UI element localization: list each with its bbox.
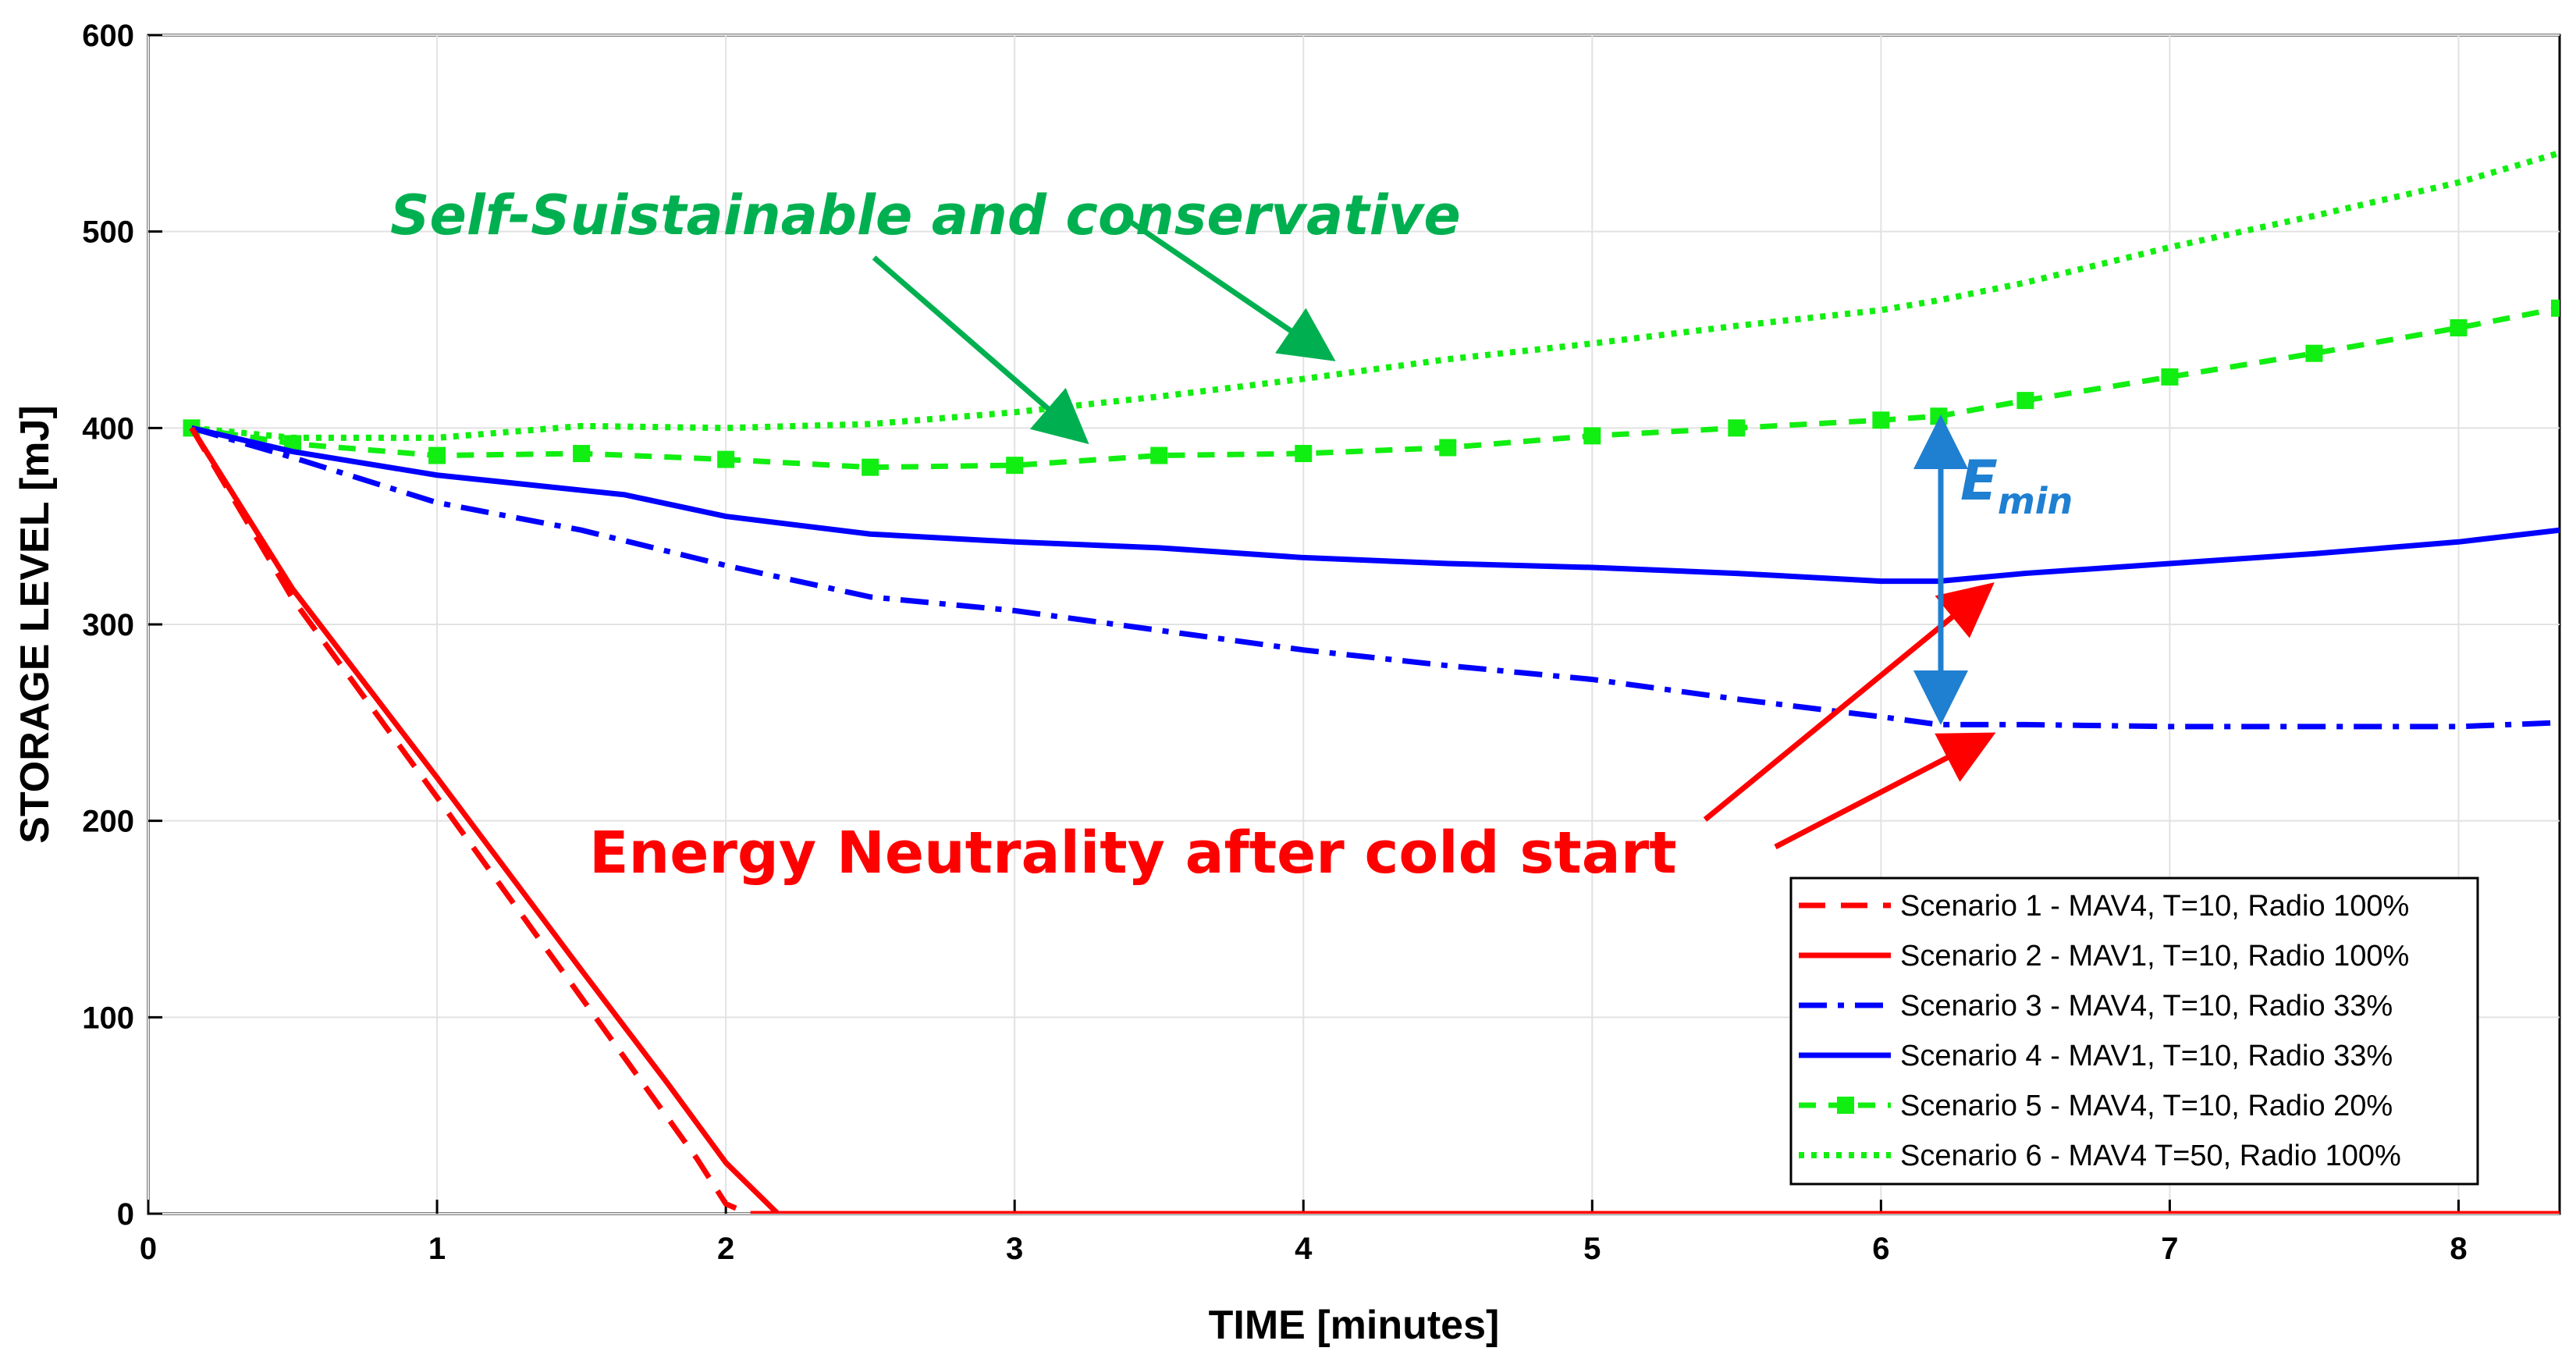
annotation-emin: Emin <box>1913 414 2073 725</box>
legend-label-1: Scenario 1 - MAV4, T=10, Radio 100% <box>1900 890 2409 923</box>
series-5-marker <box>2016 392 2034 410</box>
legend-item-2: Scenario 2 - MAV1, T=10, Radio 100% <box>1799 940 2409 973</box>
series-4-line <box>190 425 2560 585</box>
annotation-emin-text: Emin <box>1960 449 2073 522</box>
series-5-marker <box>1583 427 1601 445</box>
y-tick-label: 600 <box>82 19 134 53</box>
y-axis-label: STORAGE LEVEL [mJ] <box>12 405 58 844</box>
series-5-marker <box>2161 368 2179 386</box>
legend-label-3: Scenario 3 - MAV4, T=10, Radio 33% <box>1900 990 2393 1022</box>
legend-label-2: Scenario 2 - MAV1, T=10, Radio 100% <box>1900 940 2409 973</box>
series-4 <box>190 425 2560 585</box>
x-axis-label: TIME [minutes] <box>1209 1303 1500 1348</box>
series-2 <box>189 426 2560 1214</box>
x-tick-label: 1 <box>428 1232 446 1266</box>
annotation-green-arrow-1 <box>872 255 1089 445</box>
annotation-emin-subscript: min <box>1998 480 2073 522</box>
legend-item-5: Scenario 5 - MAV4, T=10, Radio 20% <box>1799 1090 2393 1122</box>
legend-item-3: Scenario 3 - MAV4, T=10, Radio 33% <box>1799 990 2393 1022</box>
x-tick-label: 2 <box>717 1232 734 1266</box>
series-5-marker <box>1006 457 1024 475</box>
x-tick-label: 0 <box>140 1232 157 1266</box>
series-3-line <box>190 425 2560 730</box>
legend-label-4: Scenario 4 - MAV1, T=10, Radio 33% <box>1900 1040 2393 1072</box>
legend-item-4: Scenario 4 - MAV1, T=10, Radio 33% <box>1799 1040 2393 1072</box>
annotation-green-arrow-2 <box>1130 220 1336 361</box>
y-tick-label: 100 <box>82 1001 134 1035</box>
series-5-marker <box>1439 439 1457 457</box>
annotation-red-arrow-2 <box>1774 732 1996 850</box>
series-5-marker <box>1295 445 1313 463</box>
series-5-marker <box>1872 411 1890 429</box>
y-tick-label: 200 <box>82 805 134 839</box>
x-tick-label: 3 <box>1006 1232 1023 1266</box>
legend-item-6: Scenario 6 - MAV4 T=50, Radio 100% <box>1799 1140 2401 1172</box>
series-5-marker <box>1930 407 1948 425</box>
axis-ticks: 0 1 2 3 4 5 6 7 8 0 100 200 300 400 500 600 <box>82 19 2467 1266</box>
series-5-marker <box>1728 419 1746 437</box>
x-tick-label: 8 <box>2450 1232 2467 1266</box>
series-5-marker <box>862 458 879 476</box>
series-6 <box>191 150 2560 441</box>
series-1-line <box>189 426 2560 1214</box>
series-5-marker <box>573 445 591 463</box>
series-2-line <box>189 426 2560 1214</box>
x-tick-label: 7 <box>2161 1232 2178 1266</box>
annotation-energy-neutrality-text: Energy Neutrality after cold start <box>589 820 1677 887</box>
series-3 <box>190 425 2560 730</box>
series-layer <box>183 150 2560 1214</box>
series-5-marker <box>1150 446 1168 464</box>
legend-box <box>1789 877 2479 1186</box>
series-5-marker <box>717 450 735 468</box>
x-tick-label: 5 <box>1583 1232 1601 1266</box>
y-tick-label: 400 <box>82 411 134 446</box>
annotation-self-sustainable-text: Self-Suistainable and conservative <box>390 183 1461 247</box>
legend-label-6: Scenario 6 - MAV4 T=50, Radio 100% <box>1900 1140 2401 1172</box>
x-tick-label: 4 <box>1295 1232 1313 1266</box>
series-1 <box>189 426 2560 1214</box>
series-5-marker <box>2450 318 2468 336</box>
legend-label-5: Scenario 5 - MAV4, T=10, Radio 20% <box>1900 1090 2393 1122</box>
legend-item-1: Scenario 1 - MAV4, T=10, Radio 100% <box>1799 890 2409 923</box>
series-5-marker <box>428 446 446 464</box>
y-tick-label: 0 <box>117 1197 134 1232</box>
x-tick-label: 6 <box>1872 1232 1889 1266</box>
legend: Scenario 1 - MAV4, T=10, Radio 100% Scena… <box>1789 877 2479 1186</box>
series-6-line <box>191 150 2560 441</box>
y-tick-label: 300 <box>82 608 134 642</box>
annotation-emin-main: E <box>1960 449 1998 513</box>
series-5-marker <box>2551 299 2560 317</box>
annotation-self-sustainable: Self-Suistainable and conservative <box>390 183 1461 445</box>
series-5-marker <box>2305 344 2323 362</box>
y-tick-label: 500 <box>82 215 134 250</box>
legend-marker-5 <box>1837 1097 1854 1114</box>
